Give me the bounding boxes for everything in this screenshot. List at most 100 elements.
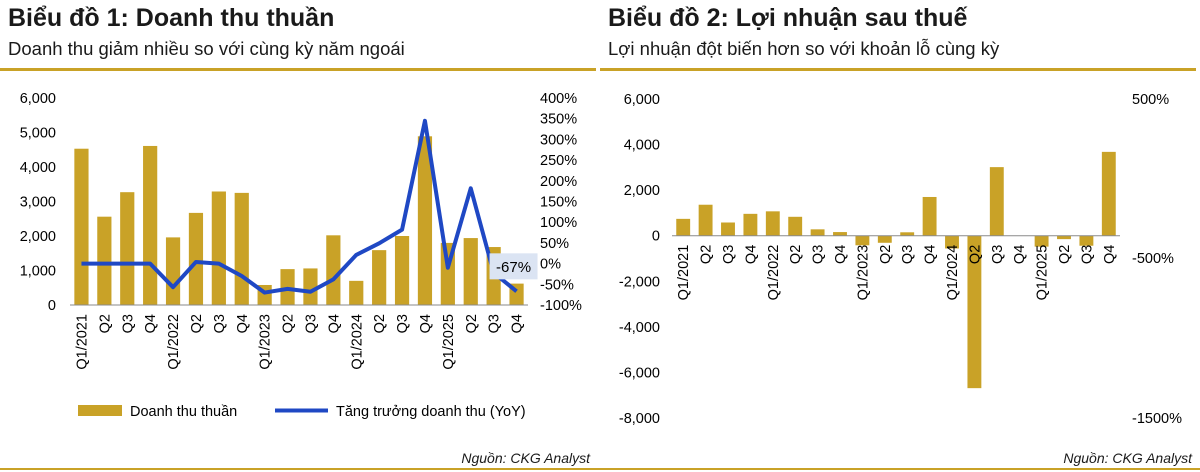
chart1-subtitle: Doanh thu giảm nhiều so với cùng kỳ năm … [8,38,405,59]
x-tick-label: Q3 [721,245,737,264]
x-tick-label: Q2 [1057,245,1073,264]
revenue-bar [120,192,135,305]
revenue-bar [372,250,387,305]
y-right-tick-label: 100% [540,215,577,231]
y-left-tick-label: 4,000 [624,138,660,154]
x-tick-label: Q1/2023 [258,314,274,370]
y-left-tick-label: 3,000 [20,195,56,211]
profit-bar [877,235,892,243]
revenue-bar [211,191,226,305]
profit-bar [833,232,847,236]
x-tick-label: Q4 [1012,245,1028,264]
profit-bar [855,235,870,246]
yoy-growth-line [81,118,518,295]
x-tick-label: Q3 [487,314,503,333]
x-tick-label: Q2 [967,245,983,264]
revenue-bar [74,148,89,305]
profit-bar [989,167,1004,236]
revenue-bar [349,280,364,305]
y-left-tick-label: 6,000 [20,91,56,107]
chart2-title: Biểu đồ 2: Lợi nhuận sau thuế [608,4,968,32]
x-tick-label: Q2 [878,245,894,264]
profit-bar [810,229,825,236]
y-left-tick-label: -4,000 [619,320,660,336]
x-tick-label: Q4 [510,314,526,333]
x-tick-label: Q1/2021 [74,314,90,370]
chart2-source: Nguồn: CKG Analyst [1063,450,1192,466]
revenue-bar [326,235,341,305]
profit-bar [945,235,959,249]
x-tick-label: Q1/2022 [766,245,782,301]
chart1-header-rule [0,68,596,71]
x-tick-label: Q3 [212,314,228,333]
x-tick-label: Q1/2025 [1035,245,1051,301]
x-tick-label: Q4 [235,314,251,333]
y-right-tick-label: 400% [540,91,577,107]
revenue-bar [303,268,318,305]
y-left-tick-label: -6,000 [619,365,660,381]
revenue-bar [394,236,410,305]
profit-bar [922,196,937,236]
revenue-bar [234,192,249,305]
x-tick-label: Q3 [1079,245,1095,264]
revenue-bar [417,136,433,305]
y-right-tick-label: 350% [540,112,577,128]
y-right-tick-label: 200% [540,174,577,190]
x-tick-label: Q4 [143,314,159,333]
chart2-bottom-rule [600,468,1200,470]
y-right-tick-label: 500% [1132,92,1169,108]
x-tick-label: Q2 [189,314,205,333]
profit-bar [1034,235,1049,247]
y-left-tick-label: -2,000 [619,274,660,290]
x-tick-label: Q4 [743,245,759,264]
x-tick-label: Q4 [326,314,342,333]
x-tick-label: Q4 [833,245,849,264]
x-tick-label: Q1/2024 [349,314,365,370]
profit-bar [721,222,735,236]
revenue-bar [97,216,112,305]
chart1-bottom-rule [0,468,600,470]
profit-bar [900,232,915,236]
revenue-bar [188,212,204,305]
revenue-bar [165,237,181,305]
y-right-tick-label: -50% [540,277,574,293]
x-tick-label: Q1/2023 [855,245,871,301]
x-tick-label: Q1/2025 [441,314,457,370]
y-left-tick-label: 1,000 [20,264,56,280]
x-tick-label: Q4 [1102,245,1118,264]
x-tick-label: Q3 [990,245,1006,264]
legend-bar-label: Doanh thu thuần [130,404,237,420]
x-tick-label: Q2 [97,314,113,333]
revenue-bar [143,145,158,305]
profit-bar [967,235,982,389]
profit-bar [765,211,780,236]
chart-panel-profit: Biểu đồ 2: Lợi nhuận sau thuế Lợi nhuận … [600,0,1200,472]
x-tick-label: Q1/2021 [676,245,692,301]
y-right-tick-label: 150% [540,195,577,211]
x-tick-label: Q4 [418,314,434,333]
profit-bar [676,218,691,236]
x-tick-label: Q1/2024 [945,245,961,301]
y-right-tick-label: -100% [540,298,582,314]
chart2-header-rule [600,68,1196,71]
profit-bar [1057,235,1071,240]
y-right-tick-label: 50% [540,236,569,252]
legend-bar-swatch [78,405,122,416]
profit-bar [743,213,758,236]
x-tick-label: Q2 [699,245,715,264]
y-left-tick-label: 4,000 [20,160,56,176]
y-right-tick-label: -500% [1132,251,1174,267]
x-tick-label: Q3 [303,314,319,333]
profit-bar [698,204,713,236]
x-tick-label: Q2 [464,314,480,333]
profit-bar [1079,235,1094,246]
x-tick-label: Q2 [281,314,297,333]
chart-panel-revenue: Biểu đồ 1: Doanh thu thuần Doanh thu giả… [0,4,600,470]
y-left-tick-label: 6,000 [624,92,660,108]
revenue-bar [463,238,478,305]
y-left-tick-label: 2,000 [624,183,660,199]
y-right-tick-label: 300% [540,132,577,148]
profit-bar [1101,151,1116,236]
x-tick-label: Q4 [923,245,939,264]
x-tick-label: Q3 [900,245,916,264]
